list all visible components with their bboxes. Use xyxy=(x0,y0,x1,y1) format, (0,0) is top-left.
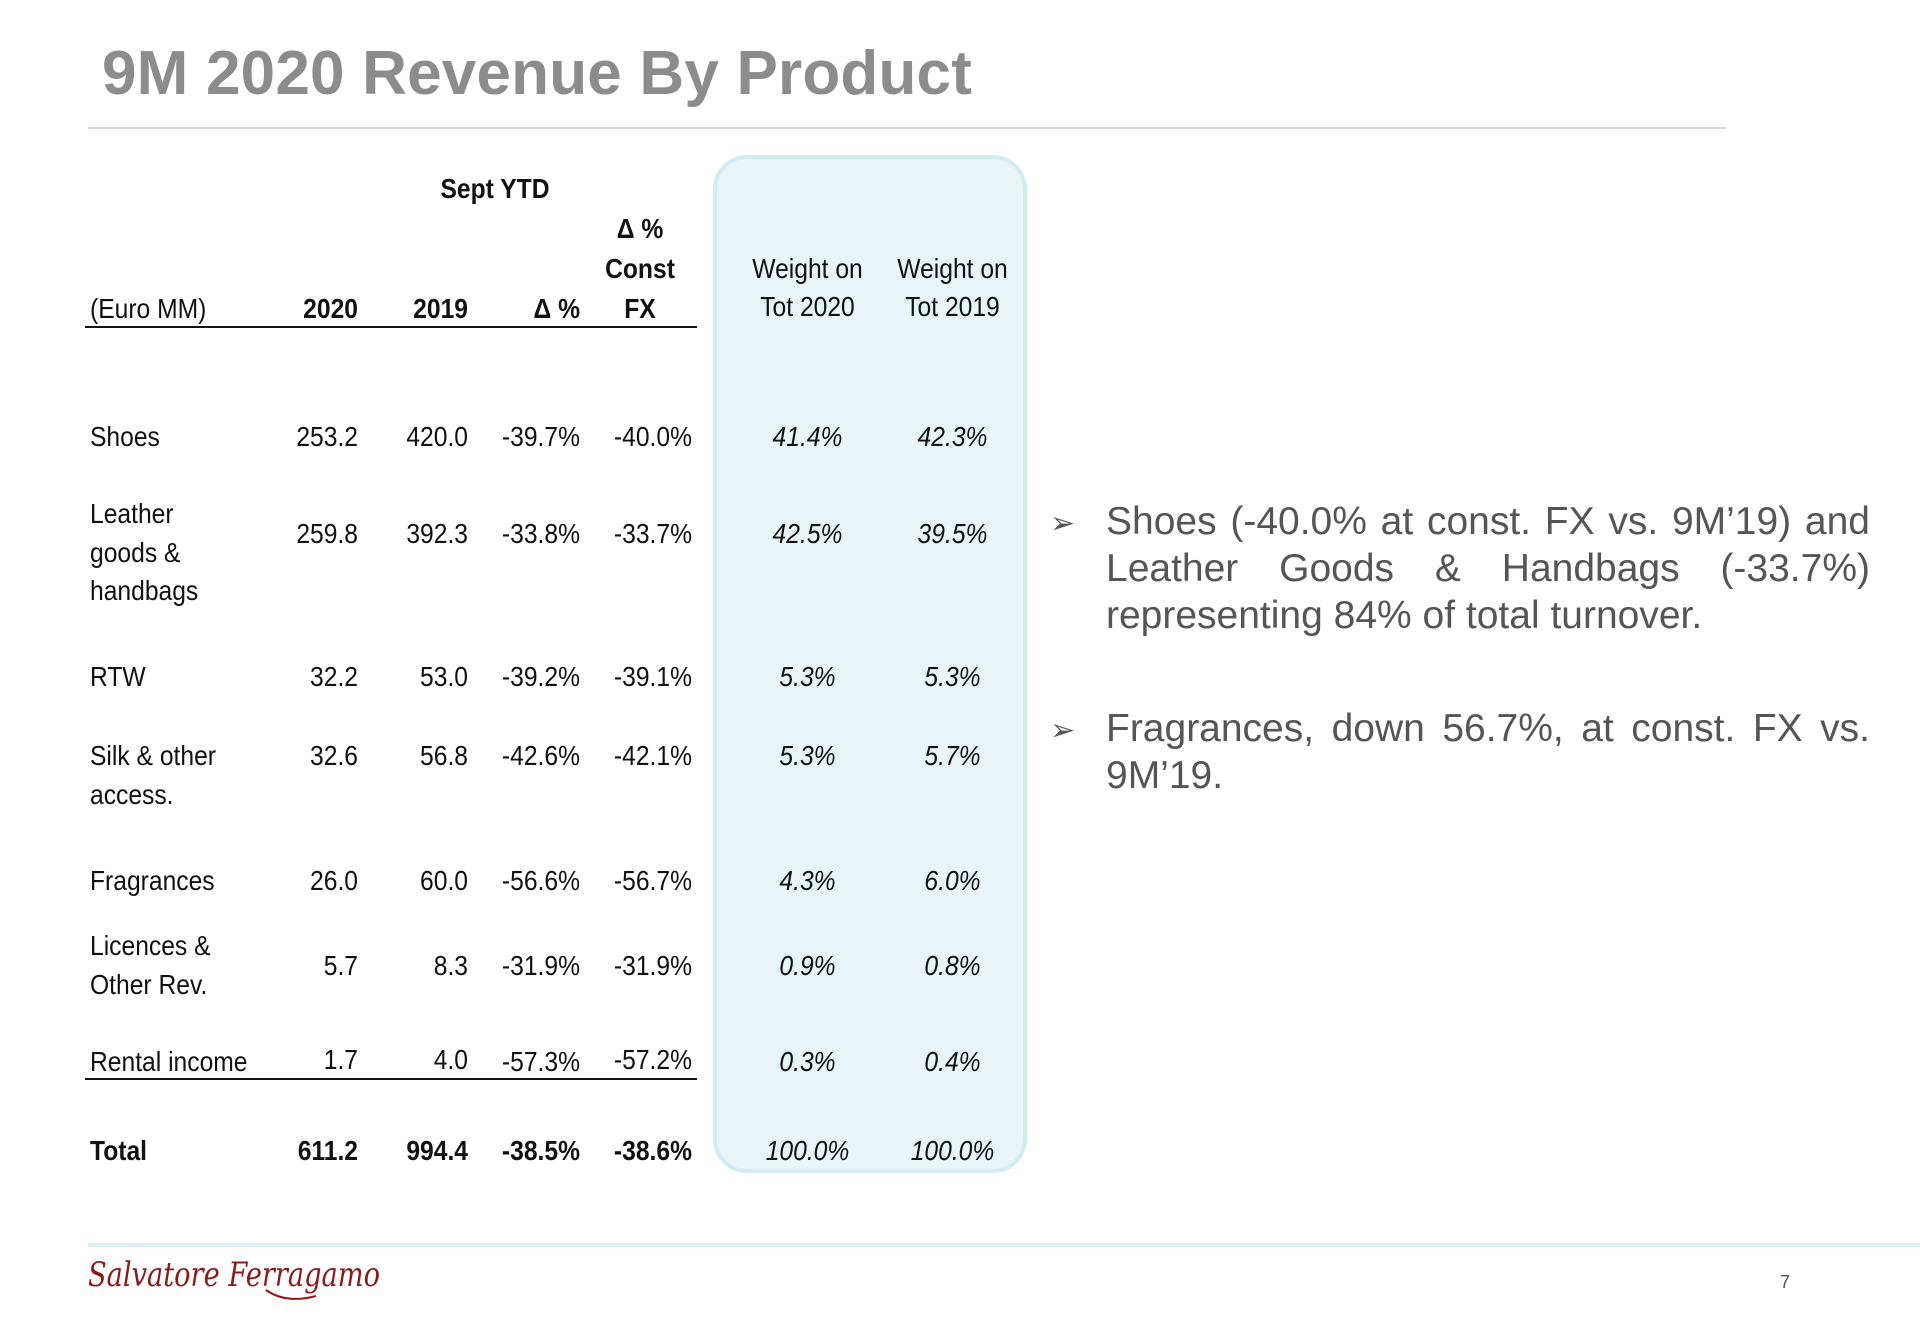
row-2019: 8.3 xyxy=(433,950,468,981)
row-weight-2020: 5.3% xyxy=(779,661,836,692)
bullet-item: ➢ Shoes (-40.0% at const. FX vs. 9M’19) … xyxy=(1050,498,1870,639)
total-weight-2020: 100.0% xyxy=(765,1135,850,1166)
row-weight-2020: 41.4% xyxy=(772,421,843,452)
row-2020: 32.2 xyxy=(310,661,358,692)
row-delta: -57.3% xyxy=(501,1046,580,1077)
commentary-bullets: ➢ Shoes (-40.0% at const. FX vs. 9M’19) … xyxy=(1050,498,1870,865)
row-weight-2019: 0.8% xyxy=(924,950,981,981)
row-weight-2020: 42.5% xyxy=(772,518,843,549)
total-weight-2019: 100.0% xyxy=(910,1135,995,1166)
row-weight-2019: 42.3% xyxy=(917,421,988,452)
total-label: Total xyxy=(90,1135,148,1166)
row-label: Silk & other xyxy=(90,740,216,771)
row-delta-fx: -57.2% xyxy=(613,1044,692,1075)
header-delta-fx-line3: FX xyxy=(624,293,656,324)
row-2019: 420.0 xyxy=(406,421,468,452)
svg-text:Salvatore Ferragamo: Salvatore Ferragamo xyxy=(88,1255,380,1295)
row-2020: 32.6 xyxy=(310,740,358,771)
arrowhead-bullet-icon: ➢ xyxy=(1050,714,1076,747)
row-delta-fx: -42.1% xyxy=(613,740,692,771)
row-label: Leather xyxy=(90,498,174,529)
header-weight-2020-line1: Weight on xyxy=(752,253,863,284)
row-delta: -31.9% xyxy=(501,950,580,981)
salvatore-ferragamo-logo: Salvatore Ferragamo xyxy=(88,1255,380,1300)
row-label-line2: Other Rev. xyxy=(90,969,208,1000)
row-delta-fx: -31.9% xyxy=(613,950,692,981)
row-weight-2020: 0.3% xyxy=(779,1046,836,1077)
row-delta-fx: -56.7% xyxy=(613,865,692,896)
total-delta-fx: -38.6% xyxy=(613,1135,692,1166)
row-2020: 253.2 xyxy=(296,421,358,452)
row-weight-2020: 0.9% xyxy=(779,950,836,981)
row-label: Shoes xyxy=(90,421,160,452)
row-label: RTW xyxy=(90,661,146,692)
header-2020: 2020 xyxy=(303,293,358,324)
row-label-line3: handbags xyxy=(90,575,199,606)
row-delta-fx: -40.0% xyxy=(613,421,692,452)
row-delta: -42.6% xyxy=(501,740,580,771)
row-2019: 392.3 xyxy=(406,518,468,549)
row-weight-2019: 5.3% xyxy=(924,661,981,692)
row-delta: -39.2% xyxy=(501,661,580,692)
row-label-line2: access. xyxy=(90,779,174,810)
bullet-item: ➢ Fragrances, down 56.7%, at const. FX v… xyxy=(1050,705,1870,799)
row-delta-fx: -33.7% xyxy=(613,518,692,549)
row-weight-2019: 0.4% xyxy=(924,1046,981,1077)
row-delta-fx: -39.1% xyxy=(613,661,692,692)
row-weight-2020: 5.3% xyxy=(779,740,836,771)
header-delta-fx-line1: Δ % xyxy=(616,213,664,244)
row-label-line2: goods & xyxy=(90,537,181,568)
row-2020: 5.7 xyxy=(323,950,358,981)
arrowhead-bullet-icon: ➢ xyxy=(1050,507,1076,540)
header-weight-2019-line1: Weight on xyxy=(897,253,1008,284)
row-weight-2020: 4.3% xyxy=(779,865,836,896)
row-2019: 4.0 xyxy=(433,1044,468,1075)
header-weight-2019-line2: Tot 2019 xyxy=(905,291,1000,322)
header-weight-2020-line2: Tot 2020 xyxy=(760,291,855,322)
row-weight-2019: 39.5% xyxy=(917,518,988,549)
header-delta-fx-line2: Const xyxy=(605,253,675,284)
header-unit: (Euro MM) xyxy=(90,293,207,324)
row-delta: -39.7% xyxy=(501,421,580,452)
row-2019: 60.0 xyxy=(420,865,468,896)
group-header-sept-ytd: Sept YTD xyxy=(440,173,550,204)
row-2020: 1.7 xyxy=(323,1044,358,1075)
row-label: Fragrances xyxy=(90,865,215,896)
total-rule xyxy=(85,1078,697,1080)
header-underline xyxy=(85,326,697,328)
header-delta: Δ % xyxy=(533,293,580,324)
bullet-text: Fragrances, down 56.7%, at const. FX vs.… xyxy=(1106,707,1870,797)
row-label: Rental income xyxy=(90,1046,248,1077)
total-2020: 611.2 xyxy=(297,1135,358,1166)
total-2019: 994.4 xyxy=(406,1135,468,1166)
row-2019: 53.0 xyxy=(420,661,468,692)
header-2019: 2019 xyxy=(413,293,468,324)
row-2020: 26.0 xyxy=(310,865,358,896)
row-2019: 56.8 xyxy=(420,740,468,771)
row-2020: 259.8 xyxy=(296,518,358,549)
row-label: Licences & xyxy=(90,930,211,961)
page-number: 7 xyxy=(1780,1272,1791,1292)
title-divider xyxy=(88,127,1726,129)
weight-columns-highlight xyxy=(713,155,1027,1173)
total-delta: -38.5% xyxy=(501,1135,580,1166)
slide-title: 9M 2020 Revenue By Product xyxy=(102,39,973,108)
row-weight-2019: 5.7% xyxy=(924,740,981,771)
footer-divider xyxy=(88,1243,1920,1247)
bullet-text: Shoes (-40.0% at const. FX vs. 9M’19) an… xyxy=(1106,500,1870,637)
row-weight-2019: 6.0% xyxy=(924,865,981,896)
row-delta: -56.6% xyxy=(501,865,580,896)
row-delta: -33.8% xyxy=(501,518,580,549)
